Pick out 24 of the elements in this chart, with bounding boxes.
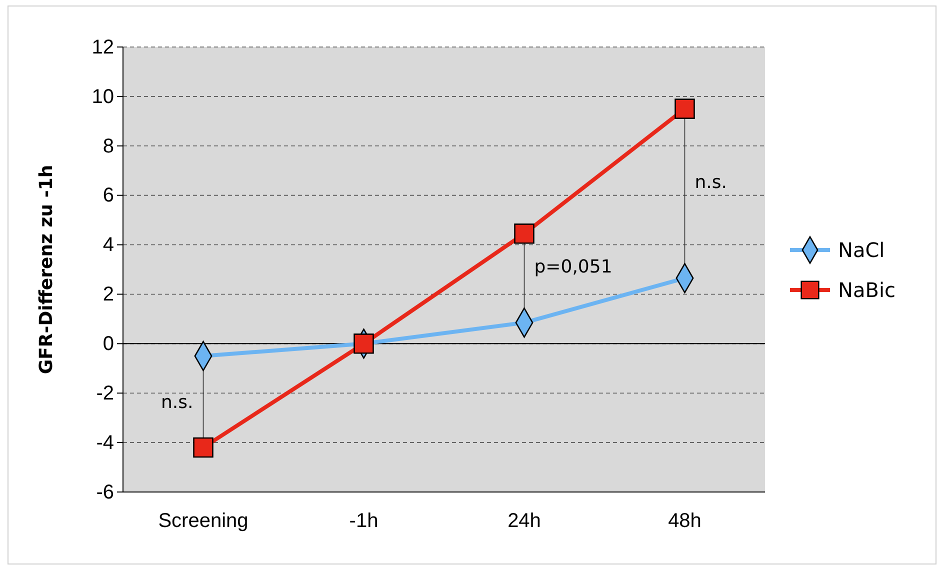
point: [354, 334, 374, 354]
x-tick-label: -1h: [349, 510, 378, 532]
annotation: n.s.: [161, 392, 194, 414]
y-tick-label: -6: [96, 481, 114, 504]
x-tick-label: 48h: [668, 510, 702, 532]
y-tick-label: 12: [92, 36, 114, 58]
y-tick-label: -2: [96, 382, 114, 405]
y-tick-label: 4: [102, 234, 114, 256]
y-tick-label: 10: [92, 86, 114, 108]
point: [514, 224, 534, 244]
legend-label: NaCl: [838, 238, 885, 262]
point: [193, 437, 214, 458]
y-tick-label: 0: [102, 333, 114, 356]
y-tick-label: -4: [96, 432, 114, 454]
y-tick-label: 6: [102, 184, 114, 207]
y-axis-title: GFR-Differenz zu -1h: [36, 164, 57, 374]
y-tick-label: 2: [102, 284, 114, 306]
point: [674, 98, 695, 119]
x-tick-label: Screening: [158, 510, 248, 532]
annotation: n.s.: [694, 172, 727, 193]
y-tick-label: 8: [102, 135, 114, 158]
annotation: p=0,051: [534, 256, 612, 278]
legend-label: NaBic: [838, 278, 896, 302]
x-tick-label: 24h: [508, 510, 541, 532]
